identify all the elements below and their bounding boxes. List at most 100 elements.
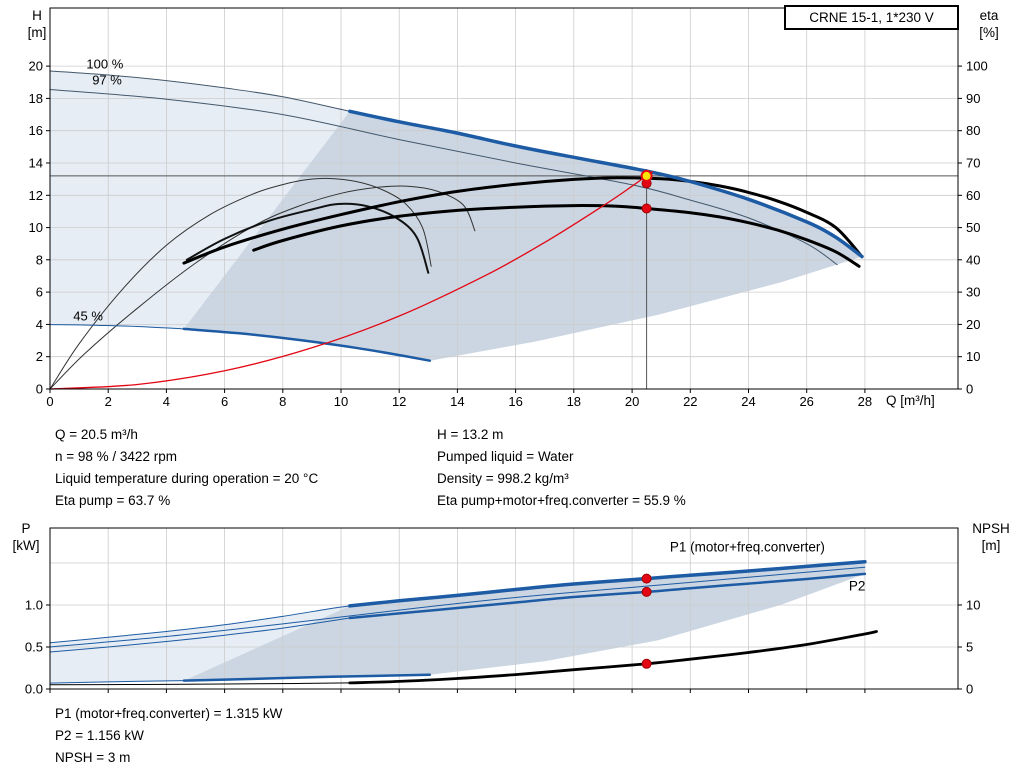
p-mid-curve-thin <box>49 566 866 648</box>
eta-axis-label-line1: eta <box>979 8 999 23</box>
p2-curve <box>348 572 867 620</box>
y-tick-label: 0.0 <box>25 682 43 697</box>
y2-tick-label: 10 <box>966 598 980 613</box>
qh-curve-min-speed <box>182 327 432 362</box>
operating-envelope-dark <box>183 111 862 361</box>
npsh-axis-label-line1: NPSH <box>972 521 1010 536</box>
p-axis-label: P [kW] <box>6 520 46 554</box>
result-line-eta-pump: Eta pump = 63.7 % <box>55 493 171 508</box>
p2-curve-label: P2 <box>849 579 866 594</box>
system-curve <box>49 171 654 390</box>
y-tick-label: 6 <box>36 285 43 300</box>
y2-tick-label: 50 <box>966 220 980 235</box>
y-tick-label: 0 <box>36 382 43 397</box>
results-left-column: Q = 20.5 m³/h n = 98 % / 3422 rpm Liquid… <box>55 424 318 512</box>
result-line-speed: n = 98 % / 3422 rpm <box>55 449 177 464</box>
y2-tick-label: 0 <box>966 682 973 697</box>
y-tick-label: 1.0 <box>25 598 43 613</box>
y-tick-label: 18 <box>29 91 43 106</box>
power-envelope-dark <box>183 561 865 681</box>
speed-label-45: 45 % <box>73 308 103 323</box>
npsh-axis-label-line2: [m] <box>981 538 1001 553</box>
duty-point <box>640 169 653 182</box>
eta-axis-label-line2: [%] <box>979 25 999 40</box>
y-tick-label: 10 <box>29 220 43 235</box>
p2-duty-marker <box>641 586 652 597</box>
speed-label-100: 100 % <box>86 57 123 72</box>
x-tick-label: 6 <box>221 394 228 409</box>
eta-curve-reduced-speed-2 <box>49 185 476 390</box>
result-line-p2: P2 = 1.156 kW <box>55 728 144 743</box>
eta-curve-reduced-speed-3 <box>185 202 430 274</box>
y-tick-label: 0.5 <box>25 640 43 655</box>
x-tick-label: 22 <box>683 394 697 409</box>
npsh-duty-marker <box>641 658 652 669</box>
y-tick-label: 20 <box>29 59 43 74</box>
x-tick-label: 16 <box>508 394 522 409</box>
y2-tick-label: 40 <box>966 252 980 267</box>
h-axis-label: H [m] <box>21 7 53 41</box>
p2-curve-thin <box>49 617 351 653</box>
y-tick-label: 8 <box>36 252 43 267</box>
eta-total-marker <box>641 203 652 214</box>
x-tick-label: 18 <box>567 394 581 409</box>
p-min-speed-curve-thin <box>49 680 185 684</box>
npsh-curve-thin <box>49 682 351 686</box>
p1-curve <box>348 560 867 608</box>
h-axis-label-line1: H <box>32 8 42 23</box>
y2-tick-label: 20 <box>966 317 980 332</box>
result-line-liquid: Pumped liquid = Water <box>437 449 574 464</box>
x-tick-label: 20 <box>625 394 639 409</box>
plot-frame <box>49 527 959 690</box>
result-line-npsh: NPSH = 3 m <box>55 750 131 765</box>
x-tick-label: 26 <box>799 394 813 409</box>
h-axis-label-line2: [m] <box>27 25 47 40</box>
y2-tick-label: 10 <box>966 349 980 364</box>
p-axis-label-line2: [kW] <box>12 538 40 553</box>
results-right-column: H = 13.2 m Pumped liquid = Water Density… <box>437 424 686 512</box>
x-tick-label: 0 <box>46 394 53 409</box>
eta-pump-curve <box>182 176 864 265</box>
plot-frame <box>49 7 959 390</box>
result-line-p1: P1 (motor+freq.converter) = 1.315 kW <box>55 706 283 721</box>
p1-curve-label: P1 (motor+freq.converter) <box>670 539 825 554</box>
y2-tick-label: 90 <box>966 91 980 106</box>
p-min-speed-curve <box>182 673 432 682</box>
y-tick-label: 16 <box>29 123 43 138</box>
q-axis-label: Q [m³/h] <box>886 393 935 408</box>
eta-total-curve <box>252 204 861 268</box>
y-tick-label: 2 <box>36 349 43 364</box>
x-tick-label: 28 <box>858 394 872 409</box>
x-tick-label: 2 <box>105 394 112 409</box>
pump-title: CRNE 15-1, 1*230 V <box>809 10 934 25</box>
p1-curve-thin <box>49 605 351 644</box>
result-line-q: Q = 20.5 m³/h <box>55 427 138 442</box>
y2-tick-label: 0 <box>966 382 973 397</box>
y2-tick-label: 60 <box>966 188 980 203</box>
x-tick-label: 14 <box>450 394 464 409</box>
y-tick-label: 12 <box>29 188 43 203</box>
qh-curve-min-speed-thin <box>49 324 185 330</box>
x-tick-label: 12 <box>392 394 406 409</box>
result-line-temperature: Liquid temperature during operation = 20… <box>55 471 319 486</box>
pump-title-box: CRNE 15-1, 1*230 V <box>784 5 959 30</box>
p-axis-label-line1: P <box>21 521 31 536</box>
result-line-eta-total: Eta pump+motor+freq.converter = 55.9 % <box>437 493 686 508</box>
result-line-h: H = 13.2 m <box>437 427 504 442</box>
results-power-block: P1 (motor+freq.converter) = 1.315 kW P2 … <box>55 703 282 769</box>
x-tick-label: 8 <box>279 394 286 409</box>
y2-tick-label: 30 <box>966 285 980 300</box>
qh-curve-97 <box>49 89 838 266</box>
x-tick-label: 4 <box>163 394 170 409</box>
npsh-axis-label: NPSH [m] <box>964 520 1018 554</box>
y-tick-label: 4 <box>36 317 43 332</box>
y-tick-label: 14 <box>29 156 43 171</box>
eta-axis-label: eta [%] <box>969 7 1009 41</box>
y2-tick-label: 5 <box>966 640 973 655</box>
y2-tick-label: 80 <box>966 123 980 138</box>
x-tick-label: 10 <box>334 394 348 409</box>
y2-tick-label: 70 <box>966 156 980 171</box>
y2-tick-label: 100 <box>966 59 988 74</box>
